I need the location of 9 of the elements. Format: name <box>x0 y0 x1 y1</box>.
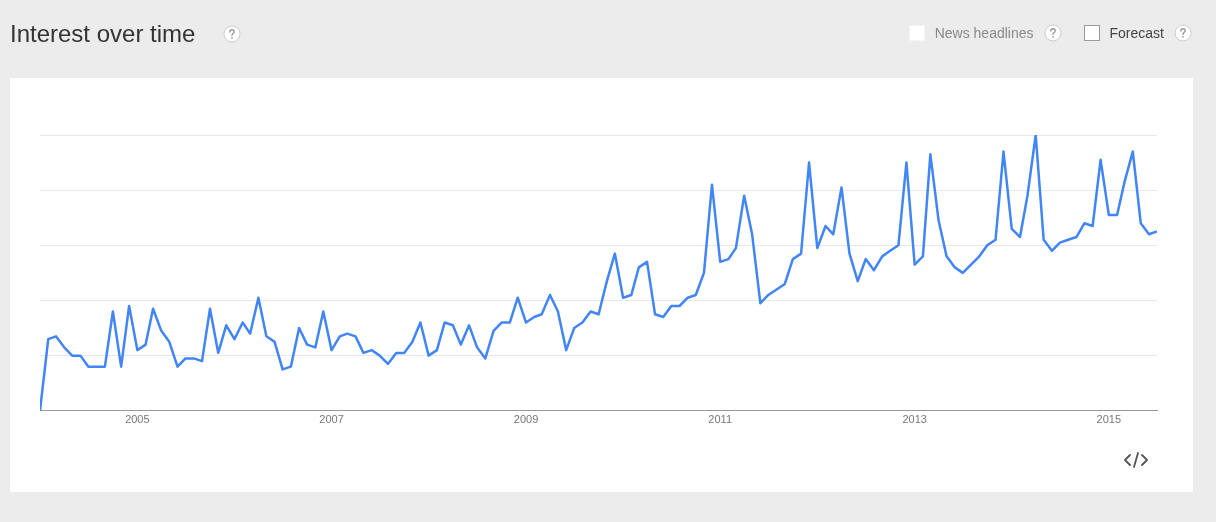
x-tick-label: 2007 <box>319 413 344 426</box>
text: News headlines <box>934 25 1034 41</box>
text: Forecast <box>1109 25 1164 41</box>
x-tick-label: 2013 <box>902 413 927 426</box>
x-tick-label: 2011 <box>708 413 733 426</box>
x-tick-label: 2015 <box>1096 413 1122 426</box>
chart-title: Interest over time <box>10 20 196 48</box>
x-tick-label: 2009 <box>513 413 539 426</box>
x-tick-label: 2005 <box>125 413 150 426</box>
